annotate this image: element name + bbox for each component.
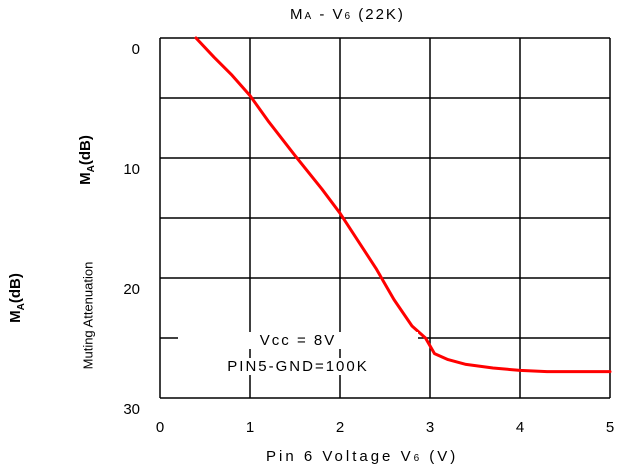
y-axis-label-inner: MA(dB)	[76, 135, 97, 185]
series-line	[194, 36, 612, 374]
x-tick-label: 4	[516, 419, 524, 436]
y-tick-label: 30	[123, 401, 140, 418]
y-axis-label-outer: MA(dB)	[6, 273, 27, 323]
y-tick-label: 10	[123, 161, 140, 178]
y-axis-label-secondary: Muting Attenuation	[80, 261, 96, 370]
x-axis-label: Pin 6 Voltage V6 (V)	[266, 448, 459, 465]
x-tick-label: 5	[606, 419, 614, 436]
x-tick-label: 2	[336, 419, 344, 436]
chart-series	[194, 36, 612, 374]
chart-title: MA - V6 (22K)	[290, 6, 405, 23]
annotation-vcc: Vcc = 8V	[178, 332, 418, 349]
annotation-pin5: PIN5-GND=100K	[178, 358, 418, 375]
y-tick-label: 20	[123, 281, 140, 298]
y-tick-labels: 0 10 20 30	[123, 41, 140, 418]
x-tick-label: 0	[156, 419, 164, 436]
x-tick-label: 1	[246, 419, 254, 436]
x-tick-labels: 0 1 2 3 4 5	[156, 419, 614, 436]
x-tick-label: 3	[426, 419, 434, 436]
y-tick-label: 0	[132, 41, 140, 58]
